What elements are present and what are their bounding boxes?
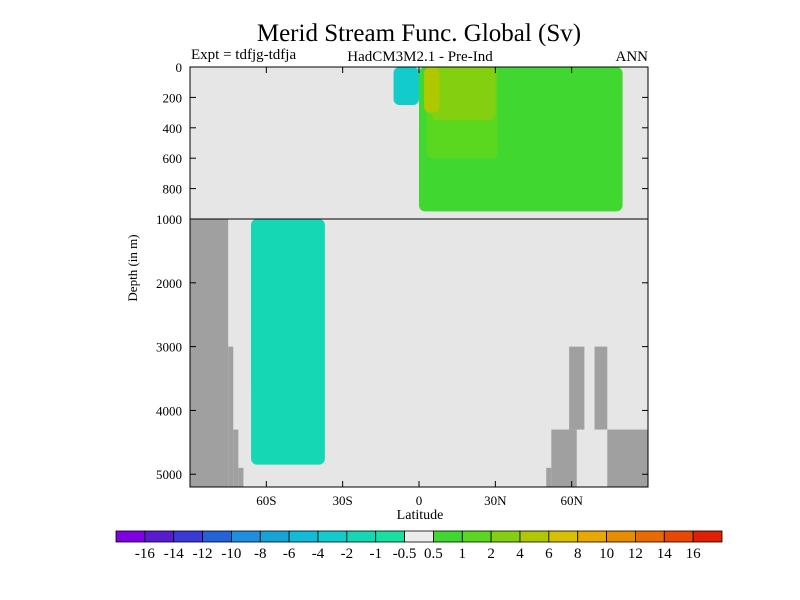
colorbar-swatch <box>259 530 290 543</box>
y-axis-label: Depth (in m) <box>125 234 140 301</box>
x-axis-label: Latitude <box>397 508 444 523</box>
colorbar-swatch <box>606 530 636 543</box>
colorbar-swatch <box>461 530 492 543</box>
shaded-region-6 <box>393 67 419 105</box>
colorbar-label: 14 <box>657 546 673 562</box>
x-tick-label: 60N <box>560 493 583 508</box>
colorbar: -16 -14 -12 -10 -8 -6 -4 -2 -1 -0.5 0.5 1 2 4 6 8 10 12 14… <box>115 530 723 562</box>
colorbar-label: 16 <box>686 546 702 562</box>
y-tick-label: 3000 <box>156 340 182 355</box>
colorbar-swatch <box>173 530 203 543</box>
y-tick-label: 4000 <box>156 403 182 418</box>
colorbar-label: -6 <box>283 546 296 562</box>
shaded-region-1 <box>251 219 325 465</box>
colorbar-swatch <box>346 530 377 543</box>
x-tick-label: 0 <box>416 493 423 508</box>
y-tick-label: 2000 <box>156 276 182 291</box>
colorbar-label: -12 <box>193 546 213 562</box>
x-tick-label: 60S <box>256 493 276 508</box>
y-tick-label: 0 <box>176 60 183 75</box>
land-mask-5 <box>546 467 552 487</box>
colorbar-label: -14 <box>164 546 184 562</box>
colorbar-label: 1 <box>459 546 467 562</box>
colorbar-label: 0.5 <box>424 546 443 562</box>
colorbar-label: 8 <box>574 546 582 562</box>
land-mask-2 <box>233 429 239 487</box>
y-tick-label: 800 <box>163 182 183 197</box>
colorbar-label: -8 <box>254 546 267 562</box>
chart-title: Merid Stream Func. Global (Sv) <box>257 20 581 47</box>
colorbar-swatch <box>490 530 521 543</box>
colorbar-swatch <box>288 530 319 543</box>
colorbar-label: -16 <box>135 546 155 562</box>
y-tick-label: 600 <box>163 151 183 166</box>
land-mask-3 <box>238 467 244 487</box>
colorbar-label: -1 <box>369 546 382 562</box>
land-mask-1 <box>228 346 234 487</box>
land-mask-7 <box>594 346 608 430</box>
colorbar-label: -0.5 <box>393 546 417 562</box>
colorbar-swatch <box>663 530 694 543</box>
colorbar-label: -2 <box>341 546 354 562</box>
colorbar-label: 4 <box>516 546 524 562</box>
colorbar-label: -10 <box>221 546 241 562</box>
shaded-region-4 <box>431 67 496 121</box>
colorbar-swatch <box>433 530 463 543</box>
land-mask-6 <box>569 346 585 430</box>
colorbar-label: 12 <box>628 546 643 562</box>
colorbar-label: 10 <box>599 546 614 562</box>
subtitle-left: Expt = tdfjg-tdfja <box>191 47 296 63</box>
colorbar-swatch <box>519 530 550 543</box>
colorbar-label: 6 <box>545 546 553 562</box>
x-tick-label: 30S <box>333 493 353 508</box>
colorbar-swatch <box>577 530 607 543</box>
subtitle-center: HadCM3M2.1 - Pre-Ind <box>347 49 493 65</box>
y-tick-label: 5000 <box>156 467 182 482</box>
colorbar-swatch <box>375 530 405 543</box>
colorbar-label: 2 <box>487 546 495 562</box>
y-tick-label: 200 <box>163 90 183 105</box>
colorbar-swatch <box>404 530 434 543</box>
y-tick-label: 1000 <box>156 212 182 227</box>
colorbar-label: -4 <box>312 546 325 562</box>
land-mask-4 <box>551 429 577 487</box>
colorbar-swatch <box>202 530 232 543</box>
colorbar-swatch <box>635 530 665 543</box>
colorbar-swatch <box>317 530 348 543</box>
subtitle-right: ANN <box>616 49 649 65</box>
y-tick-label: 400 <box>163 121 183 136</box>
plot-area <box>190 67 648 487</box>
land-mask-8 <box>607 429 648 487</box>
x-tick-label: 30N <box>484 493 507 508</box>
colorbar-swatch <box>231 530 261 543</box>
colorbar-swatch <box>548 530 579 543</box>
shaded-region-5 <box>424 67 440 113</box>
colorbar-swatch <box>692 530 723 543</box>
colorbar-swatch <box>115 530 146 543</box>
colorbar-swatch <box>144 530 175 543</box>
axes: 60S 30S 0 30N 60N 0 200 400 600 800 1000 2000 3000 40… <box>156 60 649 508</box>
land-mask-0 <box>190 219 229 487</box>
